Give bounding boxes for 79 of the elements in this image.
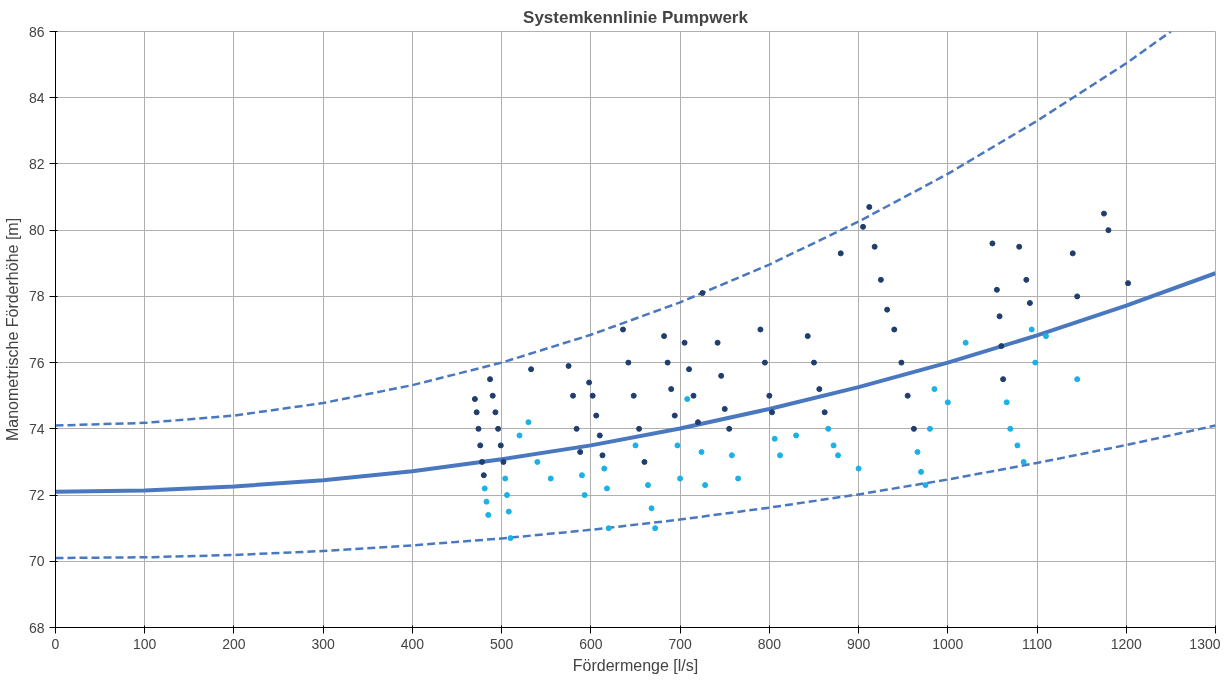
point <box>793 432 800 439</box>
point <box>777 452 784 459</box>
line-series <box>55 424 1216 560</box>
x-tick-label: 100 <box>133 635 157 652</box>
point <box>516 432 523 439</box>
point <box>698 449 705 456</box>
x-tick-label: 0 <box>51 635 60 652</box>
point <box>677 475 684 482</box>
point <box>702 482 709 489</box>
y-tick-label: 78 <box>28 288 45 305</box>
x-tick-label: 1000 <box>932 635 964 652</box>
point <box>605 525 612 532</box>
point <box>835 452 842 459</box>
y-tick-label: 86 <box>28 23 45 40</box>
y-tick-label: 72 <box>28 487 45 504</box>
x-tick-label: 1100 <box>1021 635 1053 652</box>
point <box>1032 359 1039 366</box>
y-tick-label: 74 <box>28 420 45 437</box>
point <box>830 442 837 449</box>
y-axis-title: Manometrische Förderhöhe [m] <box>3 217 21 442</box>
point <box>728 452 735 459</box>
point <box>652 525 659 532</box>
x-axis-title: Fördermenge [l/s] <box>572 656 699 674</box>
point <box>581 492 588 499</box>
point <box>507 535 514 542</box>
point <box>1014 442 1021 449</box>
y-tick-label: 82 <box>28 155 45 172</box>
point <box>674 442 681 449</box>
x-tick-label: 200 <box>222 635 246 652</box>
point <box>931 386 938 393</box>
y-tick-label: 68 <box>28 619 45 636</box>
point <box>525 419 532 426</box>
point <box>1007 425 1014 432</box>
point <box>1003 399 1010 406</box>
x-tick-label: 1300 <box>1189 635 1221 652</box>
point <box>601 465 608 472</box>
x-tick-label: 500 <box>489 635 514 652</box>
point <box>1028 326 1035 333</box>
point <box>962 339 969 346</box>
y-tick-label: 76 <box>28 354 45 371</box>
x-tick-label: 700 <box>668 635 693 652</box>
x-tick-label: 300 <box>311 635 336 652</box>
point <box>825 425 832 432</box>
point <box>644 482 651 489</box>
point <box>922 482 929 489</box>
point <box>502 475 509 482</box>
x-tick-label: 1200 <box>1110 635 1143 652</box>
y-tick-label: 70 <box>28 553 45 570</box>
point <box>483 498 490 505</box>
point <box>1074 376 1081 383</box>
chart-title: Systemkennlinie Pumpwerk <box>523 7 749 27</box>
point <box>926 425 933 432</box>
line-series <box>55 31 1173 427</box>
point <box>481 485 488 492</box>
point <box>914 449 921 456</box>
point <box>485 511 492 518</box>
point <box>504 492 511 499</box>
line-series <box>55 271 1216 494</box>
point <box>771 435 778 442</box>
point <box>648 505 655 512</box>
point <box>547 475 554 482</box>
point <box>603 485 610 492</box>
point <box>735 475 742 482</box>
x-tick-label: 400 <box>400 635 425 652</box>
y-tick-label: 84 <box>28 89 45 106</box>
x-tick-label: 900 <box>846 635 871 652</box>
x-tick-label: 800 <box>757 635 782 652</box>
point <box>505 508 512 515</box>
point <box>632 442 639 449</box>
point <box>578 472 585 479</box>
y-tick-label: 80 <box>28 222 45 239</box>
point <box>1020 458 1027 465</box>
point <box>918 468 925 475</box>
x-tick-label: 600 <box>579 635 603 652</box>
point <box>1042 333 1049 340</box>
point <box>534 458 541 465</box>
point <box>944 399 951 406</box>
point <box>855 465 862 472</box>
point <box>684 396 691 403</box>
